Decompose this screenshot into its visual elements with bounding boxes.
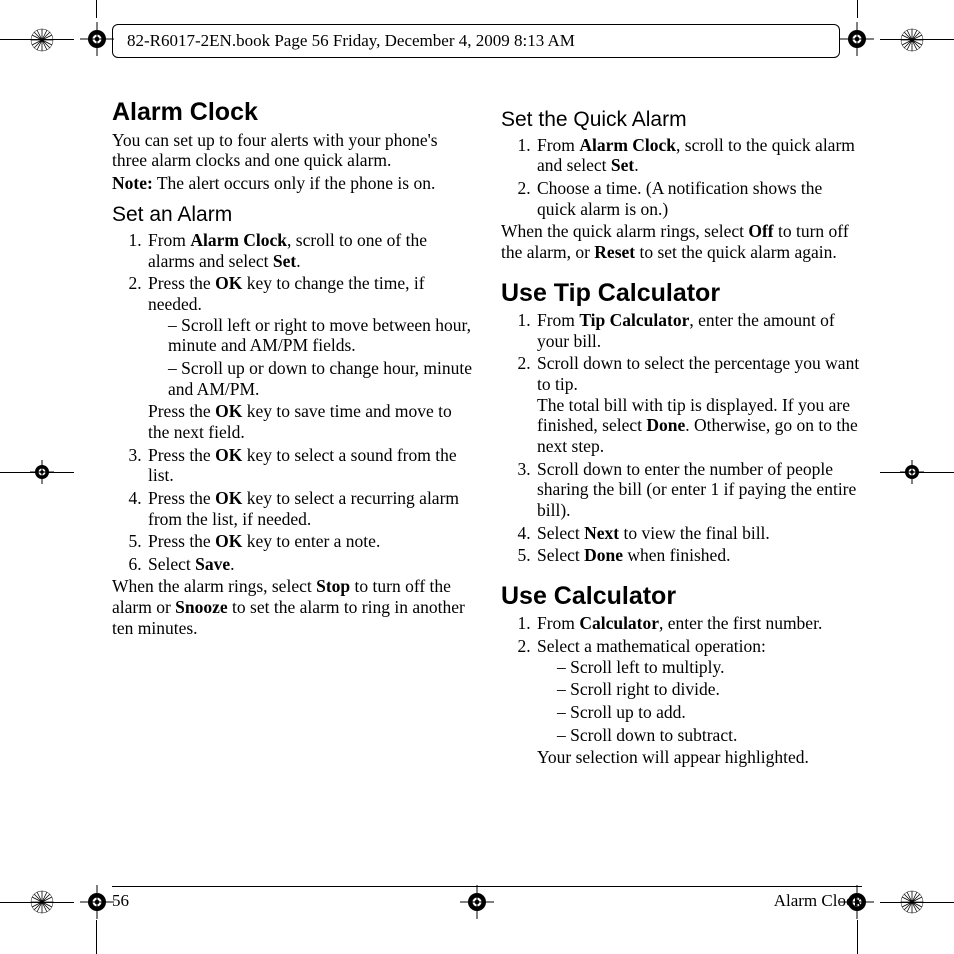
ordered-list: From Alarm Clock, scroll to one of the a… (112, 230, 473, 574)
body-text: When the alarm rings, select Stop to tur… (112, 576, 473, 638)
list-item: Scroll left or right to move between hou… (168, 315, 473, 356)
header-text: 82-R6017-2EN.book Page 56 Friday, Decemb… (127, 31, 575, 50)
list-item: Scroll left to multiply. (557, 657, 862, 678)
list-item: From Tip Calculator, enter the amount of… (535, 310, 862, 351)
body-text: Your selection will appear highlighted. (537, 747, 862, 768)
page-footer: 56 Alarm Clock (112, 886, 862, 911)
ordered-list: From Alarm Clock, scroll to the quick al… (501, 135, 862, 220)
target-icon (80, 22, 114, 56)
body-text: When the quick alarm rings, select Off t… (501, 221, 862, 262)
target-icon (900, 460, 924, 484)
heading-set-quick-alarm: Set the Quick Alarm (501, 108, 862, 133)
body-text: Press the OK key to save time and move t… (148, 401, 473, 442)
crop-mark (96, 0, 97, 18)
heading-use-calculator: Use Calculator (501, 582, 862, 612)
body-text: The total bill with tip is displayed. If… (537, 395, 862, 457)
list-item: Press the OK key to select a sound from … (146, 445, 473, 486)
list-item: Select Next to view the final bill. (535, 523, 862, 544)
list-item: Scroll up to add. (557, 702, 862, 723)
page-number: 56 (112, 891, 129, 911)
list-item: Select a mathematical operation: Scroll … (535, 636, 862, 768)
registration-icon (30, 890, 54, 914)
list-item: Scroll down to select the percentage you… (535, 353, 862, 456)
registration-icon (900, 28, 924, 52)
footer-title: Alarm Clock (774, 891, 862, 911)
ordered-list: From Calculator, enter the first number.… (501, 613, 862, 767)
list-item: Scroll down to subtract. (557, 725, 862, 746)
page-content: Alarm Clock You can set up to four alert… (112, 98, 862, 878)
page-header-box: 82-R6017-2EN.book Page 56 Friday, Decemb… (112, 24, 840, 58)
body-text: Note: The alert occurs only if the phone… (112, 173, 473, 194)
crop-mark (96, 920, 97, 954)
list-item: From Calculator, enter the first number. (535, 613, 862, 634)
body-text: You can set up to four alerts with your … (112, 130, 473, 171)
list-item: Scroll down to enter the number of peopl… (535, 459, 862, 521)
list-item: Press the OK key to select a recurring a… (146, 488, 473, 529)
registration-icon (900, 890, 924, 914)
sub-list: Scroll left to multiply. Scroll right to… (537, 657, 862, 746)
list-item: Press the OK key to change the time, if … (146, 273, 473, 442)
list-item: From Alarm Clock, scroll to the quick al… (535, 135, 862, 176)
list-item: Scroll up or down to change hour, minute… (168, 358, 473, 399)
list-item: Scroll right to divide. (557, 679, 862, 700)
list-item: Choose a time. (A notification shows the… (535, 178, 862, 219)
sub-list: Scroll left or right to move between hou… (148, 315, 473, 400)
crop-mark (857, 920, 858, 954)
ordered-list: From Tip Calculator, enter the amount of… (501, 310, 862, 566)
target-icon (30, 460, 54, 484)
list-item: Press the OK key to enter a note. (146, 531, 473, 552)
list-item: Select Done when finished. (535, 545, 862, 566)
heading-use-tip-calculator: Use Tip Calculator (501, 279, 862, 309)
target-icon (840, 22, 874, 56)
heading-set-an-alarm: Set an Alarm (112, 203, 473, 228)
target-icon (80, 885, 114, 919)
registration-icon (30, 28, 54, 52)
list-item: From Alarm Clock, scroll to one of the a… (146, 230, 473, 271)
crop-mark (857, 0, 858, 18)
heading-alarm-clock: Alarm Clock (112, 98, 473, 128)
list-item: Select Save. (146, 554, 473, 575)
